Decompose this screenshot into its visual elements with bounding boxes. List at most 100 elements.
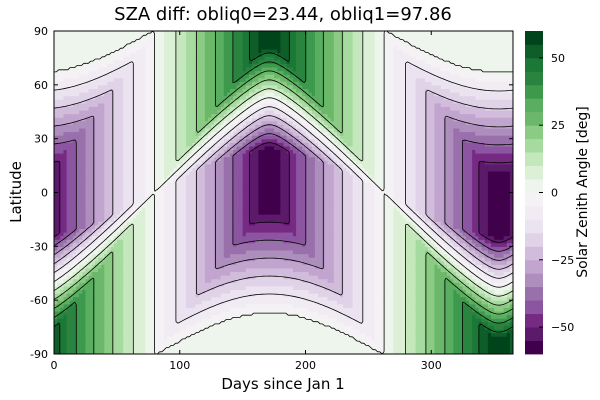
heatmap-cell (204, 285, 209, 290)
heatmap-cell (399, 249, 404, 255)
heatmap-cell (261, 278, 266, 283)
heatmap-cell (245, 257, 250, 262)
heatmap-cell (415, 314, 420, 319)
heatmap-cell (248, 328, 253, 334)
heatmap-cell (104, 332, 109, 337)
heatmap-cell (434, 257, 439, 262)
heatmap-cell (116, 228, 121, 233)
heatmap-cell (481, 325, 486, 330)
heatmap-cell (160, 242, 165, 247)
heatmap-cell (157, 275, 162, 280)
heatmap-cell (415, 292, 420, 298)
heatmap-cell (415, 318, 420, 323)
heatmap-cell (440, 260, 445, 265)
heatmap-cell (289, 303, 294, 308)
heatmap-cell (456, 339, 461, 344)
heatmap-cell (277, 318, 281, 323)
heatmap-cell (261, 285, 266, 290)
heatmap-cell (377, 307, 382, 312)
heatmap-cell (465, 260, 470, 265)
heatmap-cell (289, 267, 294, 273)
heatmap-cell (236, 267, 241, 273)
heatmap-cell (352, 271, 357, 276)
heatmap-cell (69, 264, 74, 269)
heatmap-cell (245, 292, 250, 298)
heatmap-cell (333, 328, 338, 334)
heatmap-cell (487, 253, 492, 258)
heatmap-cell (289, 253, 294, 258)
heatmap-cell (443, 328, 448, 334)
heatmap-cell (424, 300, 429, 305)
heatmap-cell (270, 336, 275, 341)
heatmap-cell (380, 257, 385, 262)
heatmap-cell (506, 292, 511, 298)
heatmap-cell (217, 235, 222, 240)
heatmap-cell (208, 321, 212, 326)
heatmap-cell (252, 303, 256, 308)
heatmap-cell (418, 257, 423, 262)
heatmap-cell (484, 332, 489, 337)
heatmap-cell (214, 314, 219, 319)
heatmap-cell (138, 231, 143, 237)
heatmap-cell (223, 325, 228, 330)
heatmap-cell (418, 242, 423, 247)
heatmap-cell (484, 264, 489, 269)
heatmap-cell (465, 346, 470, 352)
heatmap-cell (220, 239, 225, 244)
heatmap-cell (509, 300, 513, 305)
heatmap-cell (324, 285, 329, 290)
heatmap-cell (208, 249, 212, 255)
heatmap-cell (274, 249, 278, 255)
heatmap-cell (494, 307, 498, 312)
heatmap-cell (418, 231, 423, 237)
heatmap-cell (192, 318, 197, 323)
heatmap-cell (314, 339, 319, 344)
heatmap-cell (497, 271, 502, 276)
heatmap-cell (151, 231, 156, 237)
heatmap-cell (450, 310, 454, 316)
heatmap-cell (393, 249, 398, 255)
heatmap-cell (506, 343, 511, 348)
heatmap-cell (487, 307, 492, 312)
heatmap-cell (358, 231, 363, 237)
heatmap-cell (340, 314, 344, 319)
heatmap-cell (223, 321, 228, 326)
heatmap-cell (371, 303, 376, 308)
heatmap-cell (223, 231, 228, 237)
heatmap-cell (211, 257, 215, 262)
heatmap-cell (72, 339, 77, 344)
heatmap-cell (475, 249, 480, 255)
heatmap-cell (236, 321, 241, 326)
heatmap-cell (76, 285, 80, 290)
heatmap-cell (160, 339, 165, 344)
heatmap-cell (145, 285, 149, 290)
heatmap-cell (157, 321, 162, 326)
heatmap-cell (57, 310, 61, 316)
heatmap-cell (242, 336, 247, 341)
heatmap-cell (380, 242, 385, 247)
heatmap-cell (107, 257, 112, 262)
heatmap-cell (412, 231, 417, 237)
heatmap-cell (406, 328, 410, 334)
heatmap-cell (154, 289, 159, 294)
heatmap-cell (446, 300, 451, 305)
heatmap-cell (409, 325, 413, 330)
heatmap-cell (390, 260, 395, 265)
heatmap-cell (390, 235, 395, 240)
heatmap-cell (434, 336, 439, 341)
heatmap-cell (98, 339, 102, 344)
heatmap-cell (453, 242, 458, 247)
heatmap-cell (384, 231, 388, 237)
heatmap-cell (145, 310, 149, 316)
heatmap-cell (450, 325, 454, 330)
heatmap-cell (330, 321, 335, 326)
heatmap-cell (248, 285, 253, 290)
heatmap-cell (195, 278, 200, 283)
heatmap-cell (384, 260, 388, 265)
heatmap-cell (132, 249, 137, 255)
heatmap-cell (230, 246, 234, 251)
heatmap-cell (208, 318, 212, 323)
heatmap-cell (292, 325, 297, 330)
heatmap-cell (123, 307, 127, 312)
heatmap-cell (390, 285, 395, 290)
